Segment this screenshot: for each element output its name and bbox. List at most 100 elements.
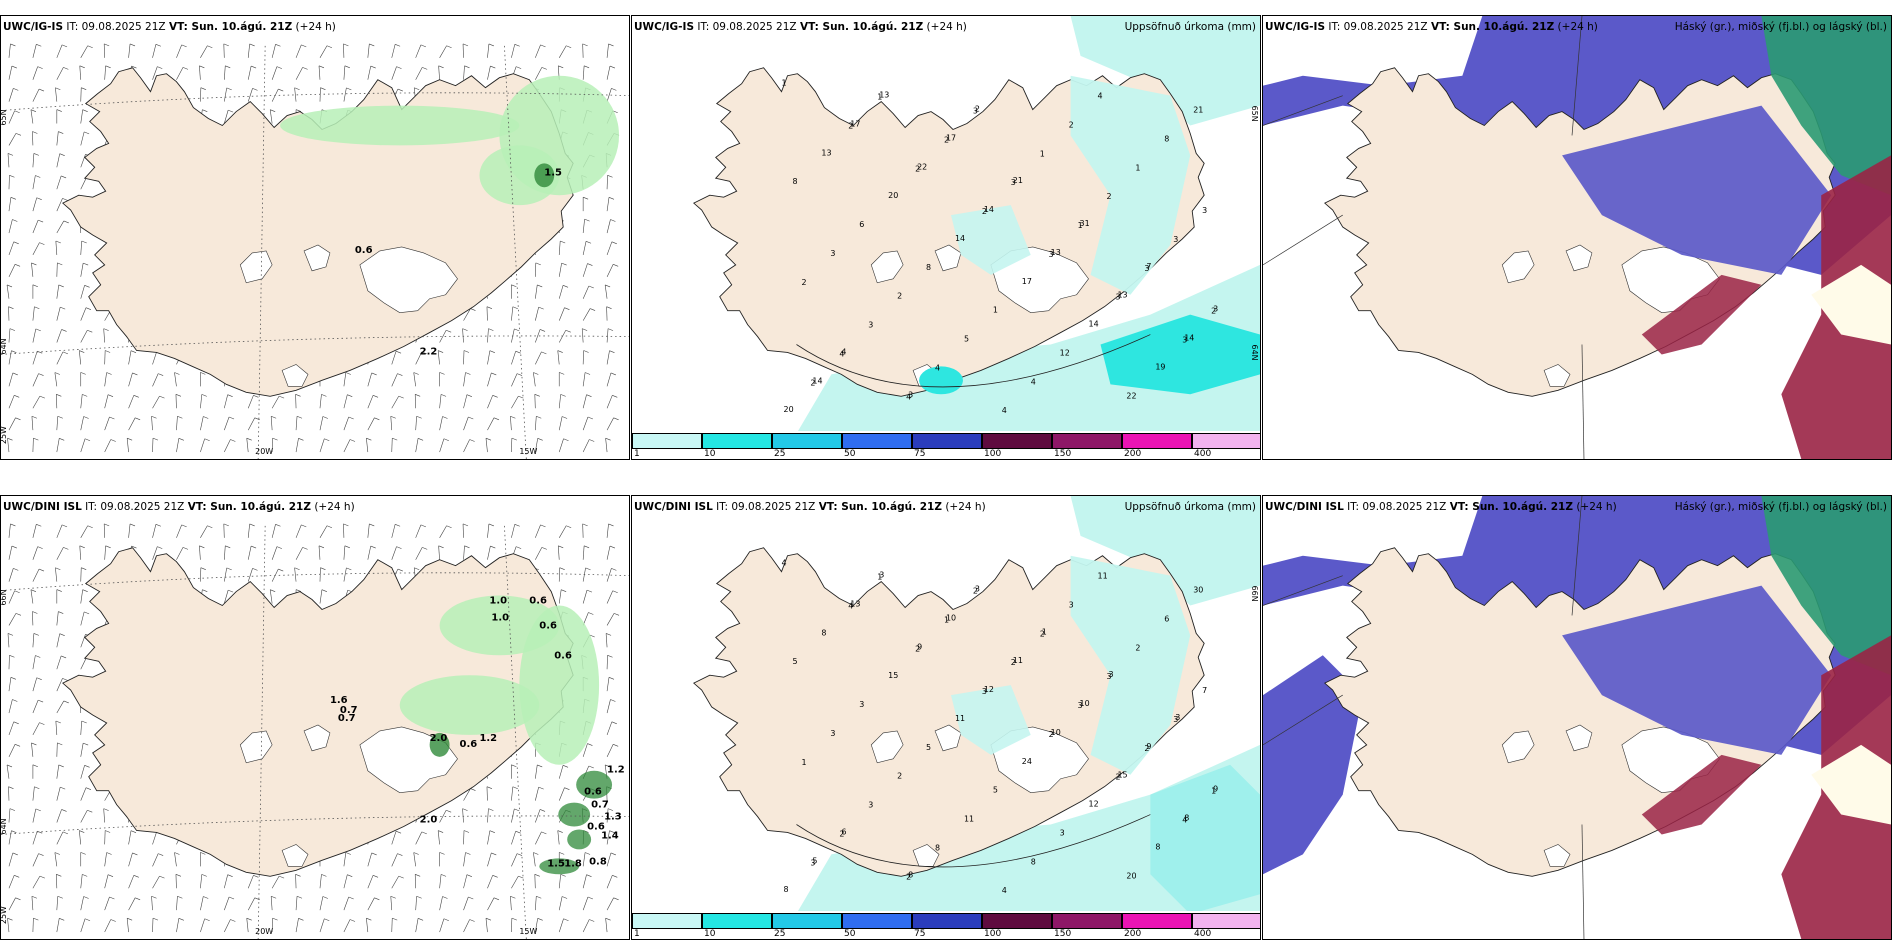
value-label: 14 xyxy=(1184,334,1194,343)
colorbar-swatch xyxy=(982,913,1052,929)
value-label: 0.6 xyxy=(584,787,602,798)
high-cloud xyxy=(1761,16,1891,196)
precip-offshore-ne xyxy=(1070,496,1260,606)
precip-patch-1 xyxy=(519,605,600,765)
value-label: 3 xyxy=(1173,235,1178,244)
value-label: 2 xyxy=(810,378,815,387)
model-name: UWC/IG-IS xyxy=(3,21,64,33)
offshore-patch-3 xyxy=(539,858,580,875)
value-label: 2 xyxy=(1211,307,1216,316)
value-label: 8 xyxy=(784,885,789,894)
value-label: 1 xyxy=(944,615,949,624)
colorbar-tick: 1 xyxy=(634,449,640,459)
axis-label: 65N xyxy=(1250,106,1259,122)
glacier-3 xyxy=(281,364,309,387)
value-label: 11 xyxy=(955,714,965,723)
value-label: 1 xyxy=(1040,149,1045,158)
glacier-0 xyxy=(990,246,1089,313)
low-cloud-w xyxy=(1263,655,1363,875)
mid-cloud-se xyxy=(1641,274,1762,355)
init-time: IT: 09.08.2025 21Z xyxy=(63,21,169,33)
colorbar-swatch xyxy=(842,433,912,449)
value-label: 11 xyxy=(1098,572,1108,581)
glacier-2 xyxy=(1565,244,1593,272)
valid-time: VT: Sun. 10.ágú. 21Z xyxy=(168,21,293,33)
value-label: 7 xyxy=(1202,686,1207,695)
colorbar-swatch xyxy=(1122,433,1192,449)
value-label: 13 xyxy=(850,600,860,609)
glacier-0 xyxy=(990,726,1089,793)
value-label: 2 xyxy=(1069,121,1074,130)
value-label: 4 xyxy=(848,601,853,610)
value-label: 3 xyxy=(1213,305,1218,314)
value-label: 2.0 xyxy=(420,815,438,826)
model-name: UWC/DINI ISL xyxy=(3,501,82,513)
model-name: UWC/IG-IS xyxy=(1265,21,1326,33)
glacier-3 xyxy=(1543,844,1571,867)
value-label: 3 xyxy=(1060,828,1065,837)
value-label: 2 xyxy=(1011,658,1016,667)
value-label: 20 xyxy=(888,191,898,200)
iceland-land xyxy=(693,547,1205,877)
valid-time: VT: Sun. 10.ágú. 21Z xyxy=(1449,501,1573,513)
colorbar-swatch xyxy=(982,433,1052,449)
value-label: 30 xyxy=(1193,586,1203,595)
heavy-patch xyxy=(534,163,555,188)
value-label: 4 xyxy=(1002,886,1007,895)
colorbar-swatch xyxy=(1192,433,1260,449)
axis-label: 25W xyxy=(1,426,8,444)
axis-label: 25W xyxy=(1,906,8,924)
valid-time: VT: Sun. 10.ágú. 21Z xyxy=(818,501,942,513)
colorbar-swatch xyxy=(1052,913,1122,929)
value-label: 6 xyxy=(841,827,846,836)
value-label: 3 xyxy=(975,585,980,594)
precip-land-e xyxy=(1070,555,1191,775)
colorbar-tick: 200 xyxy=(1124,449,1142,459)
contour-line xyxy=(796,814,1151,868)
value-label: 2 xyxy=(915,164,920,173)
grid-lon-1 xyxy=(257,45,266,459)
grid-lat-2 xyxy=(1,335,629,355)
colorbar-tick: 100 xyxy=(984,929,1002,939)
value-label: 2 xyxy=(897,772,902,781)
value-label: 3 xyxy=(908,390,913,399)
value-label: 20 xyxy=(784,405,794,414)
colorbar-swatch xyxy=(772,433,842,449)
value-label: 22 xyxy=(1126,391,1136,400)
value-label: 12 xyxy=(1060,348,1070,357)
precip-land-e xyxy=(1070,75,1191,295)
axis-label: 66N xyxy=(1,589,8,605)
value-label: 10 xyxy=(1051,728,1061,737)
glacier-1 xyxy=(1501,250,1535,284)
value-label: 14 xyxy=(955,234,965,243)
colorbar-swatch xyxy=(1122,913,1192,929)
precip-map: 1222333212313244312323442133254488681122… xyxy=(632,16,1260,459)
value-label: 9 xyxy=(917,642,922,651)
glacier-2 xyxy=(1565,724,1593,752)
value-label: 21 xyxy=(1193,106,1203,115)
valid-time: VT: Sun. 10.ágú. 21Z xyxy=(187,501,311,513)
value-label: 17 xyxy=(850,120,860,129)
panel-title: Uppsöfnuð úrkoma (mm) xyxy=(1124,21,1256,33)
panel-header: UWC/DINI ISL IT: 09.08.2025 21Z VT: Sun.… xyxy=(1265,501,1617,513)
value-label: 13 xyxy=(821,148,831,157)
colorbar-tick: 75 xyxy=(914,449,926,459)
value-label: 2 xyxy=(848,121,853,130)
colorbar-swatch xyxy=(912,433,982,449)
value-label: 31 xyxy=(1080,219,1090,228)
value-label: 8 xyxy=(1031,857,1036,866)
valid-time: VT: Sun. 10.ágú. 21Z xyxy=(799,21,924,33)
value-label: 1.0 xyxy=(489,596,507,607)
value-label: 3 xyxy=(859,700,864,709)
colorbar-tick: 100 xyxy=(984,449,1002,459)
value-label: 3 xyxy=(1106,672,1111,681)
panel-header: UWC/IG-IS IT: 09.08.2025 21Z VT: Sun. 10… xyxy=(3,21,336,33)
grid-lon-2 xyxy=(503,525,527,939)
grid-lat-2 xyxy=(1,815,629,835)
value-label: 1.0 xyxy=(491,612,509,623)
value-label: 1.6 xyxy=(330,695,348,706)
value-label: 4 xyxy=(1031,377,1036,386)
panel-wind-dini: 1.0 1.0 0.6 0.6 0.6 1.6 0.7 0.7 2.0 0.6 1.2 2.0 1.2 0… xyxy=(0,495,630,940)
value-label: 2 xyxy=(915,644,920,653)
colorbar-tick: 75 xyxy=(914,929,926,939)
